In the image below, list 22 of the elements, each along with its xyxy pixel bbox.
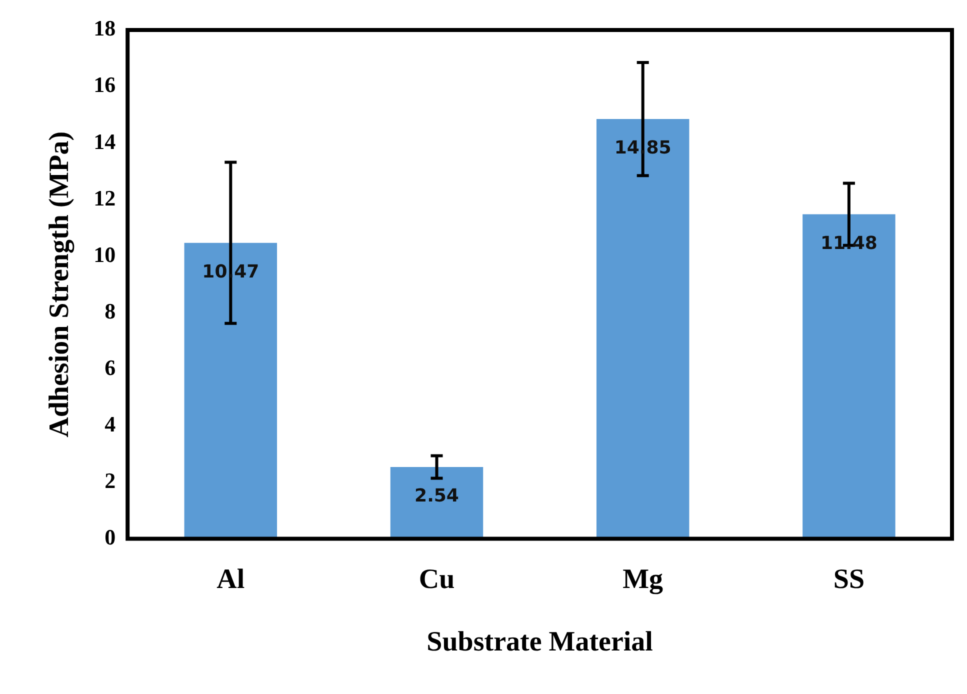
data-label: 2.54 (414, 486, 459, 507)
x-tick-label: Mg (622, 564, 664, 595)
bar (596, 119, 690, 539)
y-tick-label: 18 (94, 16, 116, 41)
y-tick-label: 14 (94, 128, 116, 154)
bar (184, 242, 278, 539)
y-tick-label: 8 (104, 298, 116, 324)
x-tick-label: Al (216, 564, 245, 595)
y-tick-label: 6 (104, 354, 116, 380)
y-tick-label: 16 (94, 72, 116, 98)
bar (390, 467, 484, 539)
y-axis-title: Adhesion Strength (MPa) (44, 131, 76, 438)
y-tick-label: 10 (94, 242, 116, 267)
bar (802, 214, 896, 539)
y-tick-label: 4 (104, 411, 116, 436)
y-tick-label: 0 (104, 524, 116, 550)
data-label: 11.48 (820, 232, 878, 254)
y-tick-label: 2 (104, 468, 116, 493)
x-axis-title: Substrate Material (426, 626, 654, 658)
x-tick-label: Cu (418, 564, 455, 595)
x-tick-label: SS (833, 564, 865, 595)
y-tick-label: 12 (94, 185, 116, 210)
